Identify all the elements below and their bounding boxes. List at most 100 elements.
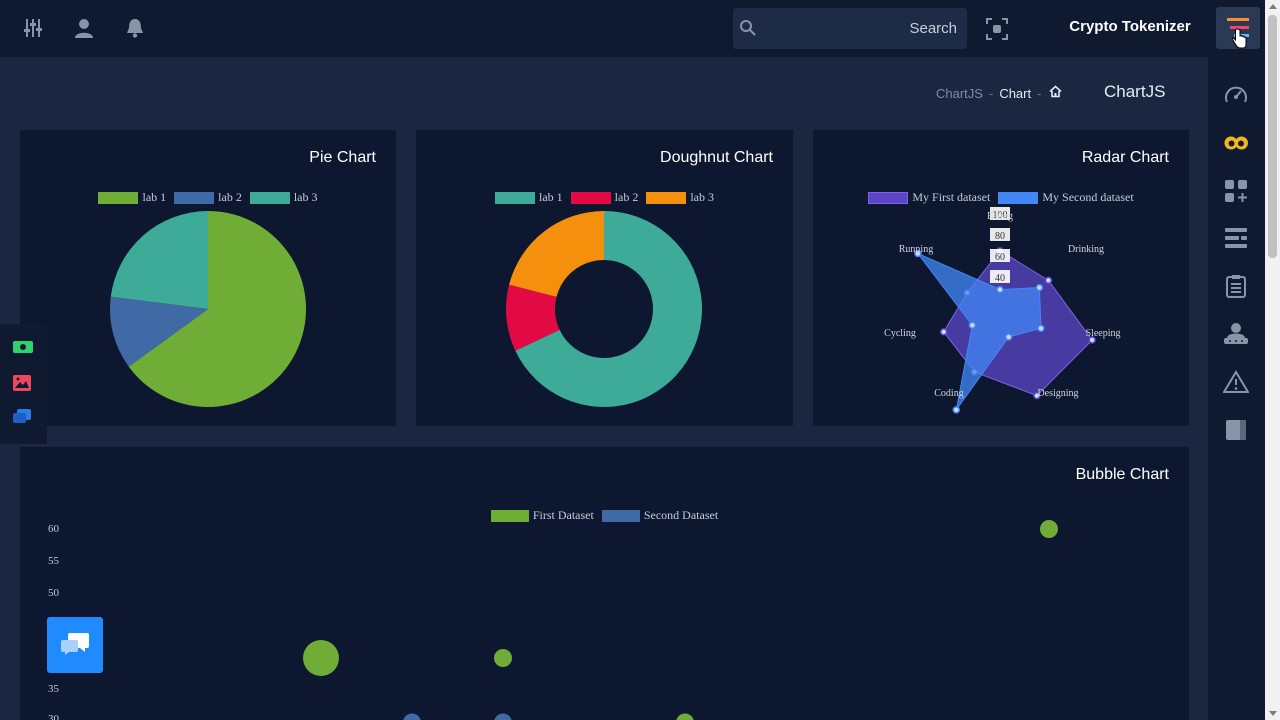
legend-label: First Dataset <box>532 508 594 522</box>
radar-point[interactable] <box>939 328 948 336</box>
radar-tick-box[interactable] <box>990 228 1010 241</box>
legend-item[interactable]: First Dataset <box>490 508 594 523</box>
home-icon[interactable] <box>1049 85 1062 101</box>
top-bar: Crypto Tokenizer <box>0 0 1265 57</box>
legend-swatch <box>490 509 529 522</box>
eyes-icon[interactable] <box>1222 129 1250 157</box>
legend-item[interactable]: lab 1 <box>98 190 166 205</box>
radar-axis-label[interactable]: Designing <box>1037 388 1078 399</box>
bubble-point[interactable] <box>303 640 339 676</box>
radar-axis-label[interactable]: Cycling <box>884 328 916 339</box>
radar-point[interactable] <box>1004 333 1013 341</box>
chart-legend: lab 1 lab 2 lab 3 <box>416 190 793 205</box>
legend-item[interactable]: lab 2 <box>174 190 242 205</box>
radar-tick-label[interactable]: 40 <box>995 273 1005 284</box>
chat-button[interactable] <box>47 617 103 673</box>
right-sidebar <box>1208 57 1265 720</box>
user-list-icon[interactable] <box>1222 320 1250 348</box>
radar-tick-box[interactable] <box>990 249 1010 262</box>
radar-axis-label[interactable]: Eating <box>987 211 1013 222</box>
y-tick-label: 60 <box>48 523 59 535</box>
radar-point[interactable] <box>914 249 922 258</box>
chart-legend: My First dataset My Second dataset <box>813 190 1189 205</box>
bubble-point[interactable] <box>494 649 512 667</box>
scroll-down-icon[interactable] <box>1269 711 1277 716</box>
radar-tick-box[interactable] <box>990 270 1010 283</box>
breadcrumb-chartjs[interactable]: ChartJS <box>936 85 983 101</box>
card-title: Radar Chart <box>1081 149 1169 166</box>
bubble-point[interactable] <box>494 713 512 720</box>
legend-label: My First dataset <box>912 190 991 204</box>
legend-label: lab 3 <box>293 190 318 204</box>
radar-point[interactable] <box>1044 276 1053 285</box>
legend-swatch <box>570 191 611 204</box>
doughnut-slice[interactable] <box>515 211 702 407</box>
legend-item[interactable]: My First dataset <box>868 190 990 205</box>
radar-tick-label[interactable]: 80 <box>995 231 1005 242</box>
gauge-icon[interactable] <box>1222 81 1250 109</box>
radar-series-area[interactable] <box>916 252 1042 411</box>
breadcrumb-chart: Chart <box>999 85 1032 101</box>
y-tick-label: 35 <box>48 683 59 695</box>
y-tick-label: 30 <box>48 713 59 720</box>
y-tick-label: 50 <box>48 587 59 599</box>
doughnut-slice[interactable] <box>509 211 604 297</box>
legend-item[interactable]: lab 3 <box>646 190 714 205</box>
sliders-icon[interactable] <box>20 14 46 42</box>
book-icon[interactable] <box>1222 416 1250 444</box>
radar-tick-label[interactable]: 100 <box>993 210 1008 221</box>
radar-point[interactable] <box>996 285 1004 294</box>
pie-slice[interactable] <box>110 296 208 367</box>
chat-window-icon[interactable] <box>13 409 33 429</box>
money-icon[interactable] <box>13 340 33 360</box>
legend-item[interactable]: My Second dataset <box>998 190 1134 205</box>
pie-chart[interactable] <box>20 130 396 426</box>
radar-axis-label[interactable]: Coding <box>934 388 963 399</box>
radar-point[interactable] <box>1088 336 1096 344</box>
scroll-up-icon[interactable] <box>1269 4 1277 9</box>
apps-icon[interactable] <box>1222 177 1250 205</box>
bubble-point[interactable] <box>1040 520 1058 538</box>
search-input[interactable] <box>761 16 957 41</box>
bubble-point[interactable] <box>676 713 694 720</box>
bubble-chart[interactable] <box>20 447 1189 720</box>
legend-label: lab 3 <box>690 190 714 204</box>
radar-tick-label[interactable]: 60 <box>995 252 1005 263</box>
radar-axis-label[interactable]: Drinking <box>1068 244 1104 255</box>
legend-item[interactable]: lab 2 <box>570 190 639 205</box>
list-icon[interactable] <box>1222 224 1250 252</box>
radar-point[interactable] <box>1035 283 1044 292</box>
doughnut-slice[interactable] <box>506 284 560 351</box>
clipboard-icon[interactable] <box>1222 272 1250 300</box>
legend-item[interactable]: Second Dataset <box>601 508 718 523</box>
menu-icon[interactable] <box>1216 7 1260 49</box>
radar-point[interactable] <box>1033 391 1041 400</box>
legend-item[interactable]: lab 1 <box>494 190 563 205</box>
legend-label: lab 1 <box>142 190 167 204</box>
radar-point[interactable] <box>1037 324 1045 333</box>
legend-swatch <box>494 191 535 204</box>
bell-icon[interactable] <box>122 14 148 42</box>
radar-tick-box[interactable] <box>990 207 1010 220</box>
user-icon[interactable] <box>71 14 97 42</box>
bubble-chart-card: Bubble Chart First Dataset Second Datase… <box>20 447 1189 720</box>
scroll-thumb[interactable] <box>1268 15 1277 258</box>
page-scrollbar[interactable] <box>1265 0 1280 720</box>
radar-point[interactable] <box>952 406 961 414</box>
doughnut-chart[interactable] <box>416 130 793 426</box>
pie-slice[interactable] <box>128 211 306 407</box>
card-title: Bubble Chart <box>1075 466 1169 483</box>
radar-point[interactable] <box>968 321 977 330</box>
legend-label: lab 2 <box>614 190 639 204</box>
bubble-point[interactable] <box>403 713 421 720</box>
radar-axis-label[interactable]: Sleeping <box>1086 328 1121 339</box>
legend-item[interactable]: lab 3 <box>249 190 318 205</box>
focus-icon[interactable] <box>985 17 1009 41</box>
pie-slice[interactable] <box>110 211 208 309</box>
radar-axis-label[interactable]: Running <box>899 244 933 255</box>
image-icon[interactable] <box>13 375 33 395</box>
radar-chart[interactable]: 100 80 60 40 Eating Drinking Sleeping Designing… <box>813 130 1189 426</box>
warning-icon[interactable] <box>1222 368 1250 396</box>
search-icon[interactable] <box>739 19 757 37</box>
y-tick-label: 55 <box>48 555 59 567</box>
